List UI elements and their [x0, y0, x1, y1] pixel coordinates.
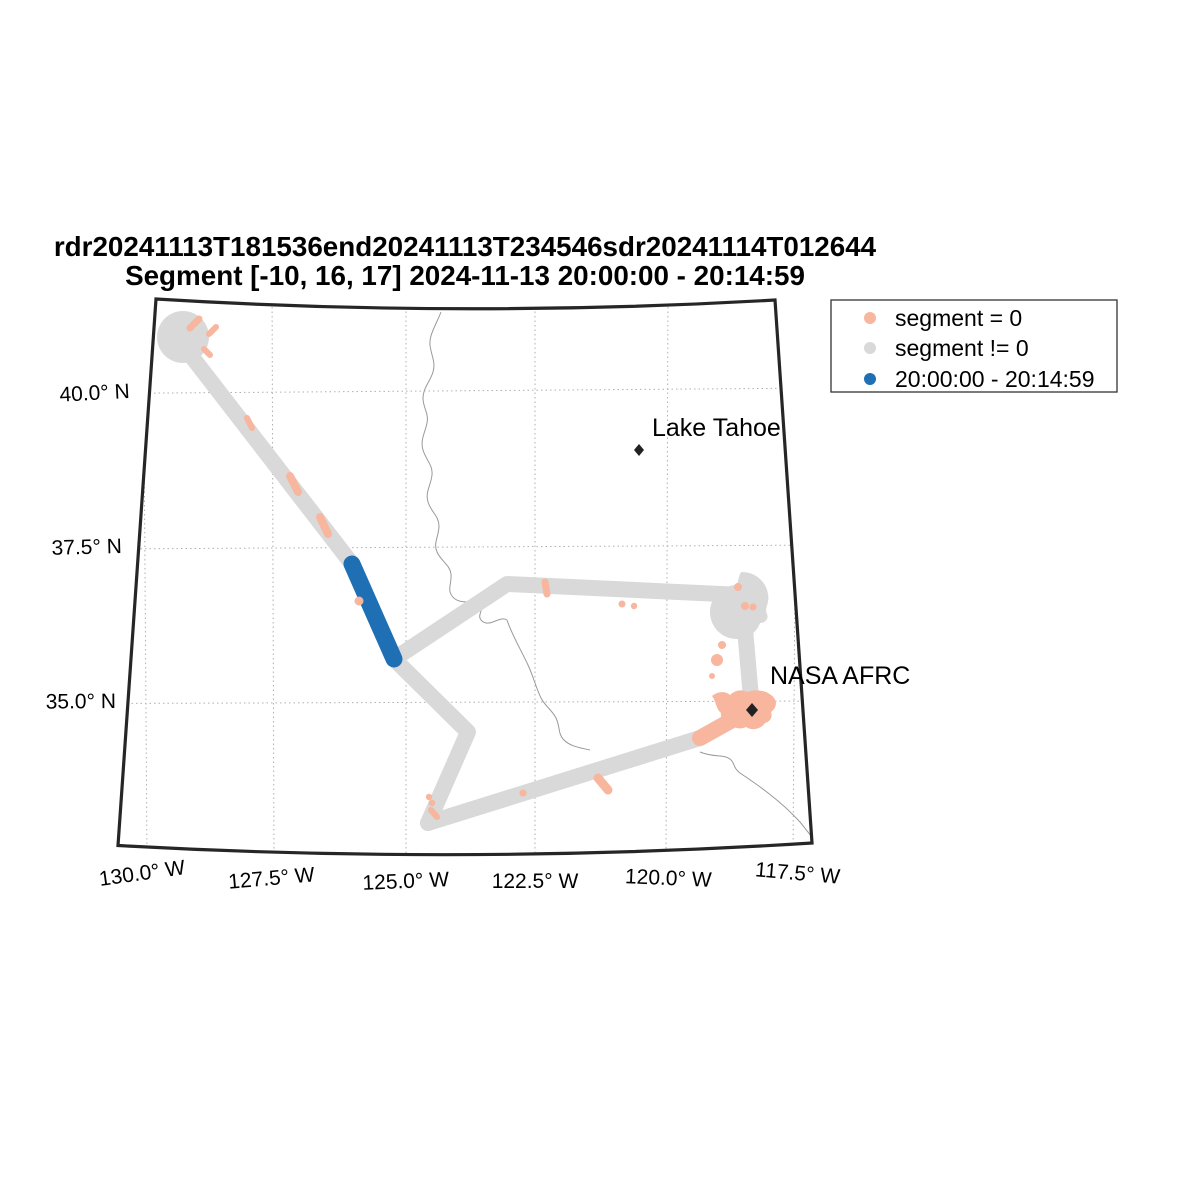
svg-text:40.0° N: 40.0° N — [59, 380, 130, 407]
svg-text:NASA AFRC: NASA AFRC — [770, 662, 910, 690]
svg-text:20:00:00 - 20:14:59: 20:00:00 - 20:14:59 — [895, 366, 1095, 392]
svg-text:122.5° W: 122.5° W — [492, 870, 579, 893]
svg-text:segment != 0: segment != 0 — [895, 335, 1029, 361]
svg-text:segment = 0: segment = 0 — [895, 305, 1022, 331]
svg-text:35.0° N: 35.0° N — [46, 690, 116, 714]
svg-text:125.0° W: 125.0° W — [362, 868, 450, 895]
svg-text:37.5° N: 37.5° N — [51, 535, 122, 560]
svg-text:Lake Tahoe: Lake Tahoe — [652, 414, 781, 442]
svg-text:120.0° W: 120.0° W — [625, 865, 713, 892]
